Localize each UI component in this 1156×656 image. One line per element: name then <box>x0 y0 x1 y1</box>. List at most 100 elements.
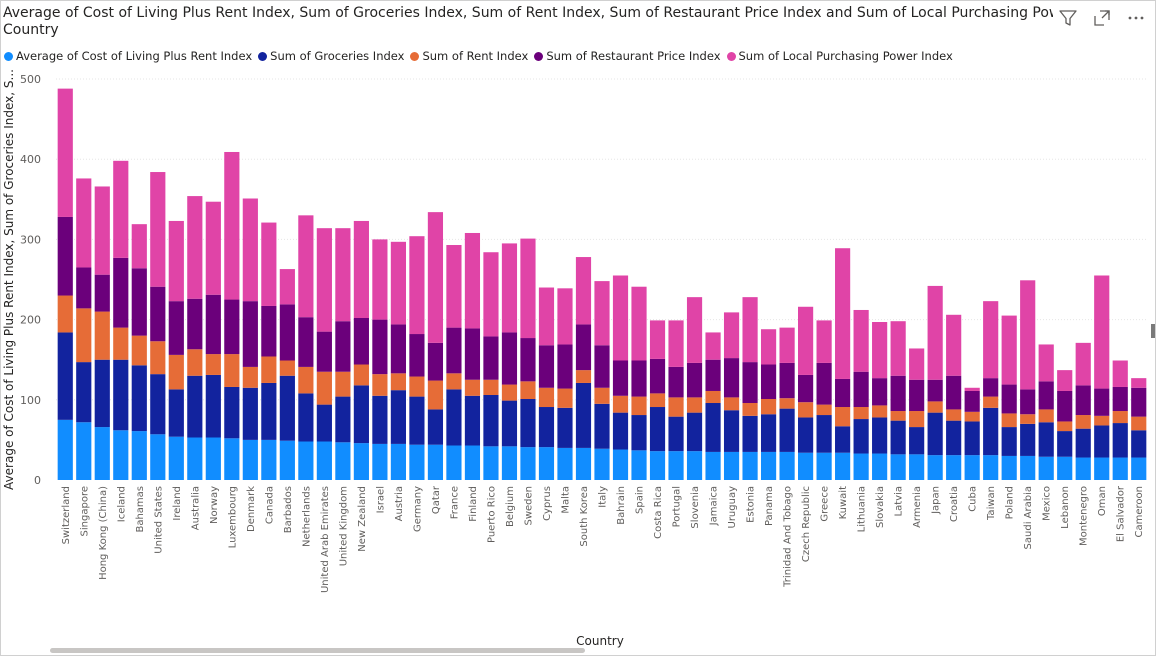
filter-icon[interactable] <box>1056 6 1080 30</box>
legend-item[interactable]: Sum of Rent Index <box>410 49 528 63</box>
bar-segment <box>298 215 314 318</box>
bar-segment <box>723 451 740 480</box>
bar-segment <box>927 401 943 413</box>
bar-segment <box>372 395 388 444</box>
x-tick-label: Denmark <box>246 486 257 532</box>
bar-segment <box>483 252 499 337</box>
bar-segment <box>279 269 295 305</box>
bar-segment <box>668 397 684 417</box>
horizontal-scrollbar[interactable] <box>50 648 585 653</box>
bar-segment <box>57 88 73 217</box>
resize-handle[interactable] <box>1151 324 1155 338</box>
bar-segment <box>557 407 573 448</box>
bar-segment <box>538 407 555 448</box>
bar-segment <box>261 222 277 306</box>
bar-segment <box>964 455 980 480</box>
bar-segment <box>835 378 851 408</box>
bar-segment <box>316 228 332 332</box>
bar-segment <box>1094 388 1110 416</box>
focus-mode-icon[interactable] <box>1090 6 1114 30</box>
bar-segment <box>335 371 351 397</box>
bar-segment <box>409 396 425 445</box>
legend-item[interactable]: Sum of Restaurant Price Index <box>534 49 721 63</box>
bar-segment <box>131 224 147 269</box>
chart-legend: Average of Cost of Living Plus Rent Inde… <box>4 49 953 63</box>
bar-segment <box>501 446 518 480</box>
bar-segment <box>909 454 925 480</box>
more-options-icon[interactable] <box>1124 6 1148 30</box>
bar-segment <box>131 335 147 366</box>
bar-segment <box>131 365 147 432</box>
bar-segment <box>113 359 129 431</box>
legend-item[interactable]: Sum of Groceries Index <box>258 49 404 63</box>
bar-segment <box>390 443 406 480</box>
bar-segment <box>705 451 721 480</box>
x-tick-label: Kuwait <box>838 486 849 519</box>
legend-marker <box>726 51 736 61</box>
bar-segment <box>94 274 110 312</box>
legend-item[interactable]: Average of Cost of Living Plus Rent Inde… <box>4 49 252 63</box>
x-tick-label: Oman <box>1097 486 1108 516</box>
bar-segment <box>835 248 851 379</box>
bar-segment <box>890 411 906 421</box>
bar-segment <box>335 321 351 372</box>
bar-segment <box>1075 428 1091 458</box>
bar-segment <box>353 443 369 480</box>
x-tick-label: France <box>449 486 460 519</box>
x-tick-label: Bahrain <box>616 486 627 525</box>
bar-segment <box>668 451 684 480</box>
bar-segment <box>1001 427 1017 456</box>
x-tick-label: Greece <box>820 486 831 522</box>
bar-segment <box>298 393 314 442</box>
legend-item[interactable]: Sum of Local Purchasing Power Index <box>726 49 953 63</box>
bar-segment <box>1038 456 1054 480</box>
bar-segment <box>983 407 999 456</box>
bar-segment <box>187 375 203 438</box>
bar-segment <box>742 362 758 404</box>
bar-segment <box>242 387 258 440</box>
bar-segment <box>649 407 666 452</box>
bar-segment <box>946 375 962 410</box>
bar-segment <box>909 379 925 412</box>
bar-segment <box>946 314 962 376</box>
bar-segment <box>279 360 295 376</box>
x-tick-label: Norway <box>209 486 220 524</box>
bar-segment <box>57 295 73 333</box>
bar-segment <box>427 342 444 381</box>
x-tick-label: Latvia <box>894 486 905 516</box>
bar-segment <box>594 345 610 388</box>
bar-segment <box>335 396 351 443</box>
bar-segment <box>205 354 221 375</box>
legend-marker <box>258 51 268 61</box>
bar-segment <box>150 286 166 342</box>
bar-segment <box>409 334 425 377</box>
bar-segment <box>649 451 666 480</box>
y-tick-label: 400 <box>20 153 41 166</box>
x-tick-label: Costa Rica <box>653 486 664 539</box>
y-tick-label: 0 <box>34 474 41 487</box>
x-tick-label: Belgium <box>505 486 516 527</box>
bar-segment <box>872 417 888 454</box>
x-tick-label: United Arab Emirates <box>320 486 331 593</box>
bar-segment <box>261 356 277 383</box>
bar-segment <box>446 327 462 374</box>
x-tick-label: Bahamas <box>135 486 146 533</box>
bar-segment <box>205 437 221 480</box>
bar-segment <box>150 434 166 480</box>
bar-segment <box>520 338 536 382</box>
bar-segment <box>723 358 740 398</box>
bar-segment <box>464 445 481 480</box>
bar-segment <box>298 441 314 480</box>
bar-segment <box>501 243 518 333</box>
bar-segment <box>427 380 444 410</box>
bar-segment <box>890 420 906 455</box>
y-tick-label: 100 <box>20 394 41 407</box>
x-tick-label: Jamaica <box>709 486 720 526</box>
bar-segment <box>261 305 277 357</box>
bar-segment <box>168 436 184 480</box>
legend-marker <box>4 51 13 61</box>
y-tick-label: 300 <box>20 233 41 246</box>
bar-segment <box>1020 423 1036 456</box>
bar-segment <box>372 374 388 396</box>
bar-segment <box>353 364 369 386</box>
